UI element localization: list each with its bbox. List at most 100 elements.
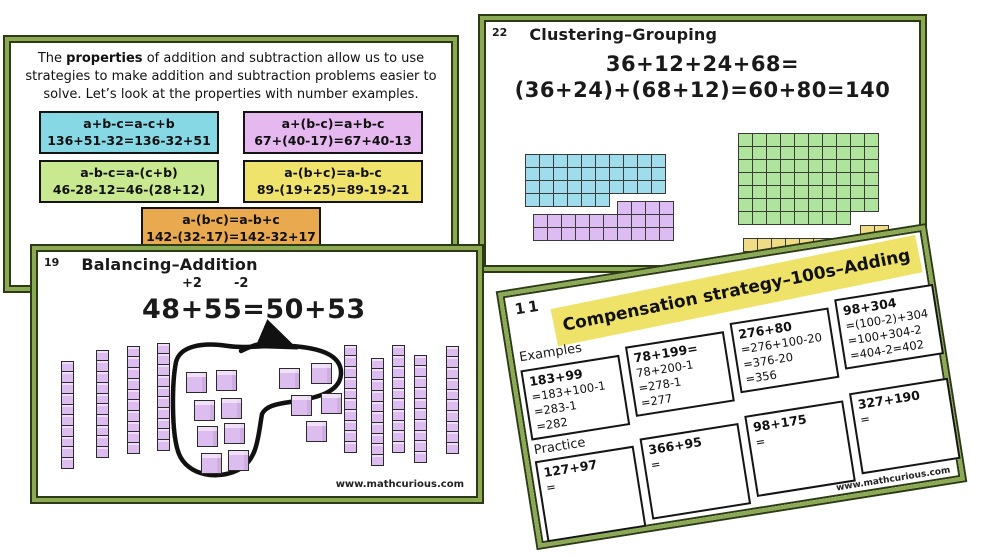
grid-cell bbox=[766, 146, 781, 160]
grid-cell bbox=[836, 198, 851, 212]
grid-cell bbox=[738, 159, 753, 173]
grid-cell bbox=[808, 133, 823, 147]
example-box: 183+99 =183+100-1 =283-1 =282 bbox=[520, 354, 631, 441]
ten-rod bbox=[371, 357, 384, 467]
grid-cell bbox=[766, 172, 781, 186]
grid-cell bbox=[533, 214, 548, 228]
grid-cell bbox=[766, 185, 781, 199]
equation-line-1: 36+12+24+68= bbox=[605, 52, 800, 76]
grid-cell bbox=[595, 167, 610, 181]
unit-cube bbox=[228, 450, 249, 471]
grid-cell bbox=[743, 238, 758, 252]
grid-cell bbox=[567, 180, 582, 194]
grid-cell bbox=[617, 201, 632, 215]
grid-cell bbox=[525, 154, 540, 168]
ten-rod bbox=[446, 345, 459, 455]
grid-cell bbox=[567, 167, 582, 181]
unit-cube bbox=[279, 368, 300, 389]
grid-cell bbox=[645, 227, 660, 241]
grid-cell bbox=[794, 198, 809, 212]
property-row-1: a+b-c=a-c+b 136+51-32=136-32+51 a+(b-c)=… bbox=[9, 110, 453, 154]
base-ten-blocks bbox=[36, 250, 478, 498]
property-formula: a+(b-c)=a+b-c bbox=[281, 115, 385, 131]
grid-cell bbox=[623, 167, 638, 181]
website-url: www.mathcurious.com bbox=[335, 479, 464, 490]
grid-cell bbox=[864, 172, 879, 186]
grid-cell bbox=[637, 154, 652, 168]
grid-cell bbox=[547, 227, 562, 241]
grid-cell bbox=[794, 133, 809, 147]
plus-two-annotation: +2 bbox=[182, 276, 202, 291]
grid-cell bbox=[575, 214, 590, 228]
grid-cell bbox=[651, 167, 666, 181]
grid-cell bbox=[822, 159, 837, 173]
grid-cell bbox=[581, 180, 596, 194]
unit-cube bbox=[224, 423, 245, 444]
unit-cube bbox=[291, 395, 312, 416]
grid-cell bbox=[603, 214, 618, 228]
grid-cell bbox=[766, 159, 781, 173]
grid-cell bbox=[752, 185, 767, 199]
grid-cell bbox=[609, 167, 624, 181]
grid-cell bbox=[631, 227, 646, 241]
grid-cell bbox=[808, 185, 823, 199]
property-formula: a-(b+c)=a-b-c bbox=[284, 164, 382, 180]
grid-cell bbox=[850, 146, 865, 160]
intro-post: of addition and subtraction allow us to … bbox=[25, 51, 437, 102]
grid-cell bbox=[752, 159, 767, 173]
grid-cell bbox=[645, 214, 660, 228]
grid-cell bbox=[561, 227, 576, 241]
grid-cell bbox=[631, 201, 646, 215]
unit-cube bbox=[311, 363, 332, 384]
unit-cube bbox=[321, 393, 342, 414]
grid-cell bbox=[794, 185, 809, 199]
property-formula: a-b-c=a-(c+b) bbox=[80, 164, 178, 180]
grid-cell bbox=[623, 154, 638, 168]
practice-box: 327+190 = bbox=[849, 377, 961, 475]
grid-cell bbox=[567, 154, 582, 168]
hundred-grid-24 bbox=[533, 201, 674, 241]
hundred-grid-68 bbox=[738, 133, 879, 225]
grid-cell bbox=[780, 198, 795, 212]
card-number: 22 bbox=[492, 26, 508, 39]
grid-cell bbox=[836, 133, 851, 147]
grid-cell bbox=[547, 214, 562, 228]
ten-rod bbox=[96, 349, 109, 459]
card-header: 19 Balancing–Addition bbox=[36, 250, 478, 274]
grid-cell bbox=[595, 154, 610, 168]
grid-cell bbox=[575, 227, 590, 241]
grid-cell bbox=[808, 211, 823, 225]
ten-rod bbox=[157, 342, 170, 452]
practice-box: 127+97 = bbox=[534, 445, 647, 543]
grid-cell bbox=[822, 146, 837, 160]
grid-cell bbox=[623, 180, 638, 194]
grid-cell bbox=[822, 133, 837, 147]
grid-cell bbox=[561, 214, 576, 228]
property-example: 142-(32-17)=142-32+17 bbox=[146, 229, 316, 245]
grid-cell bbox=[794, 146, 809, 160]
grid-cell bbox=[808, 146, 823, 160]
grid-cell bbox=[864, 133, 879, 147]
grid-cell bbox=[539, 154, 554, 168]
property-example: 67+(40-17)=67+40-13 bbox=[254, 133, 412, 149]
grid-cell bbox=[651, 154, 666, 168]
grid-cell bbox=[794, 211, 809, 225]
grid-cell bbox=[780, 185, 795, 199]
grid-cell bbox=[553, 167, 568, 181]
grid-cell bbox=[581, 167, 596, 181]
card-title: Balancing–Addition bbox=[81, 255, 258, 274]
balancing-card: 19 Balancing–Addition +2 -2 48+55=50+53 … bbox=[32, 246, 482, 502]
grid-cell bbox=[864, 159, 879, 173]
grid-cell bbox=[864, 185, 879, 199]
minus-two-annotation: -2 bbox=[234, 276, 249, 291]
grid-cell bbox=[738, 185, 753, 199]
property-example: 89-(19+25)=89-19-21 bbox=[256, 182, 410, 198]
grid-cell bbox=[525, 167, 540, 181]
grid-cell bbox=[780, 146, 795, 160]
grid-cell bbox=[595, 180, 610, 194]
unit-cube bbox=[221, 398, 242, 419]
grid-cell bbox=[836, 172, 851, 186]
grid-cell bbox=[738, 133, 753, 147]
unit-cube bbox=[216, 370, 237, 391]
grid-cell bbox=[631, 214, 646, 228]
